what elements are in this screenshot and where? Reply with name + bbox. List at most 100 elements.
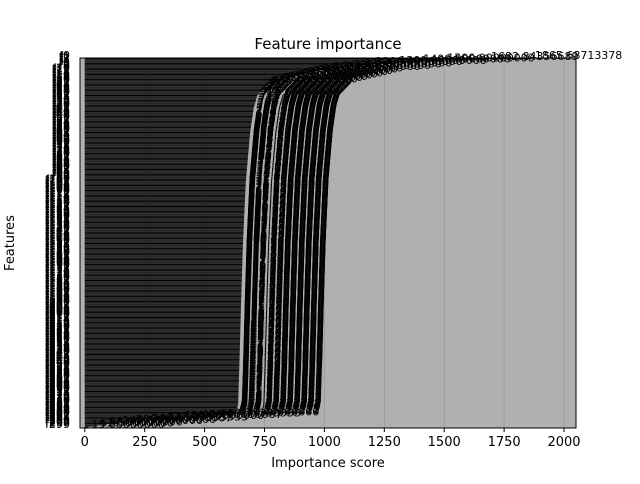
y-tick-label: f253 [45,361,70,374]
bar [84,382,239,384]
value-label: 689.55000000 [253,124,333,137]
bar [84,255,243,257]
y-tick-label: f180 [45,271,70,284]
chart-title: Feature importance [254,35,401,53]
y-tick-label: f237 [45,341,70,354]
bar [84,215,245,217]
y-tick-label: f145 [45,228,70,241]
bar [84,160,248,162]
value-label: 650.32000000 [244,310,324,323]
value-label: 658.56000000 [246,245,326,258]
value-label: 145.00000000 [123,414,203,427]
bar [84,318,241,320]
bar [84,66,352,68]
value-label: 650.46000000 [244,309,324,322]
y-tick-label: f283 [45,398,70,411]
value-label: 700.50000000 [256,106,336,119]
y-tick-label: f229 [45,331,70,344]
value-label: 641.00000000 [241,387,321,400]
y-tick-label: f153 [45,238,70,251]
bar [84,267,243,269]
y-tick-label: f177 [45,267,70,280]
value-label: 791.00000000 [277,72,357,85]
value-label: 657.92000000 [245,250,325,263]
value-label: 649.62000000 [243,317,323,330]
y-tick-label: f265 [45,376,70,389]
value-label: 654.08000000 [245,280,325,293]
value-label: 650.18000000 [244,312,324,325]
bar [84,139,250,141]
bar [84,419,165,421]
bar [84,201,245,203]
y-tick-label: f169 [45,257,70,270]
value-label: 655.20000000 [245,271,325,284]
bar [84,372,240,374]
bar [84,145,249,147]
value-label: 735.00000000 [264,82,344,95]
value-label: 660.48000000 [246,232,326,245]
value-label: 650.60000000 [244,308,324,321]
value-label: 653.44000000 [244,285,324,298]
value-label: 666.96000000 [248,198,328,211]
bar [84,178,247,180]
y-tick-label: f154 [45,239,70,252]
value-label: 642.33333333 [242,377,322,390]
bar [84,309,241,311]
bar [84,199,245,201]
value-label: 648.92000000 [243,323,323,336]
value-label: 657.44000000 [245,254,325,267]
bar [84,321,241,323]
bar [84,78,285,80]
value-label: 645.84000000 [243,350,323,363]
bar [84,259,243,261]
y-tick-label: f109 [45,183,70,196]
y-tick-label: f27 [52,82,70,95]
value-label: 634.44444444 [240,401,320,414]
y-tick-label: f279 [45,393,70,406]
bar [84,207,245,209]
value-label: 689.10000000 [253,125,333,138]
y-tick-label: f59 [52,122,70,135]
y-tick-label: f6 [59,56,70,69]
bar [84,156,248,158]
y-tick-label: f292 [45,409,70,422]
y-tick-label: f251 [45,359,70,372]
y-tick-label: f202 [45,298,70,311]
value-label: 718.50000000 [260,87,340,100]
value-label: 666.00000000 [247,203,327,216]
y-tick-label: f224 [45,325,70,338]
value-label: 720.00000000 [260,86,340,99]
y-tick-label: f151 [45,235,70,248]
y-tick-label: f65 [52,129,70,142]
y-tick-label: f78 [52,145,70,158]
bar [84,169,247,170]
bar [84,238,244,240]
bar [84,407,238,409]
y-tick-label: f175 [45,265,70,278]
y-tick-label: f123 [45,201,70,214]
bar [84,166,248,168]
value-label: 690.00000000 [253,123,333,136]
y-tick-label: f184 [45,276,70,289]
y-tick-label: f89 [52,159,70,172]
value-label: 688.20000000 [253,128,333,141]
value-label: 643.00000000 [242,372,322,385]
y-tick-label: f111 [45,186,70,199]
bar [84,356,240,358]
y-tick-label: f176 [45,266,70,279]
y-tick-label: f121 [45,198,70,211]
bar [84,397,239,399]
bar [84,418,181,420]
value-label: 677.85000000 [250,156,330,169]
y-tick-label: f296 [45,414,70,427]
value-label: 681.90000000 [251,145,331,158]
value-label: 675.60000000 [250,162,330,175]
y-tick-label: f87 [52,156,70,169]
bar [84,164,248,166]
y-tick-label: f286 [45,402,70,415]
y-tick-label: f187 [45,280,70,293]
value-label: 684.60000000 [252,138,332,151]
value-label: 643.66666667 [242,367,322,380]
bar [84,312,241,314]
bar [84,154,249,156]
